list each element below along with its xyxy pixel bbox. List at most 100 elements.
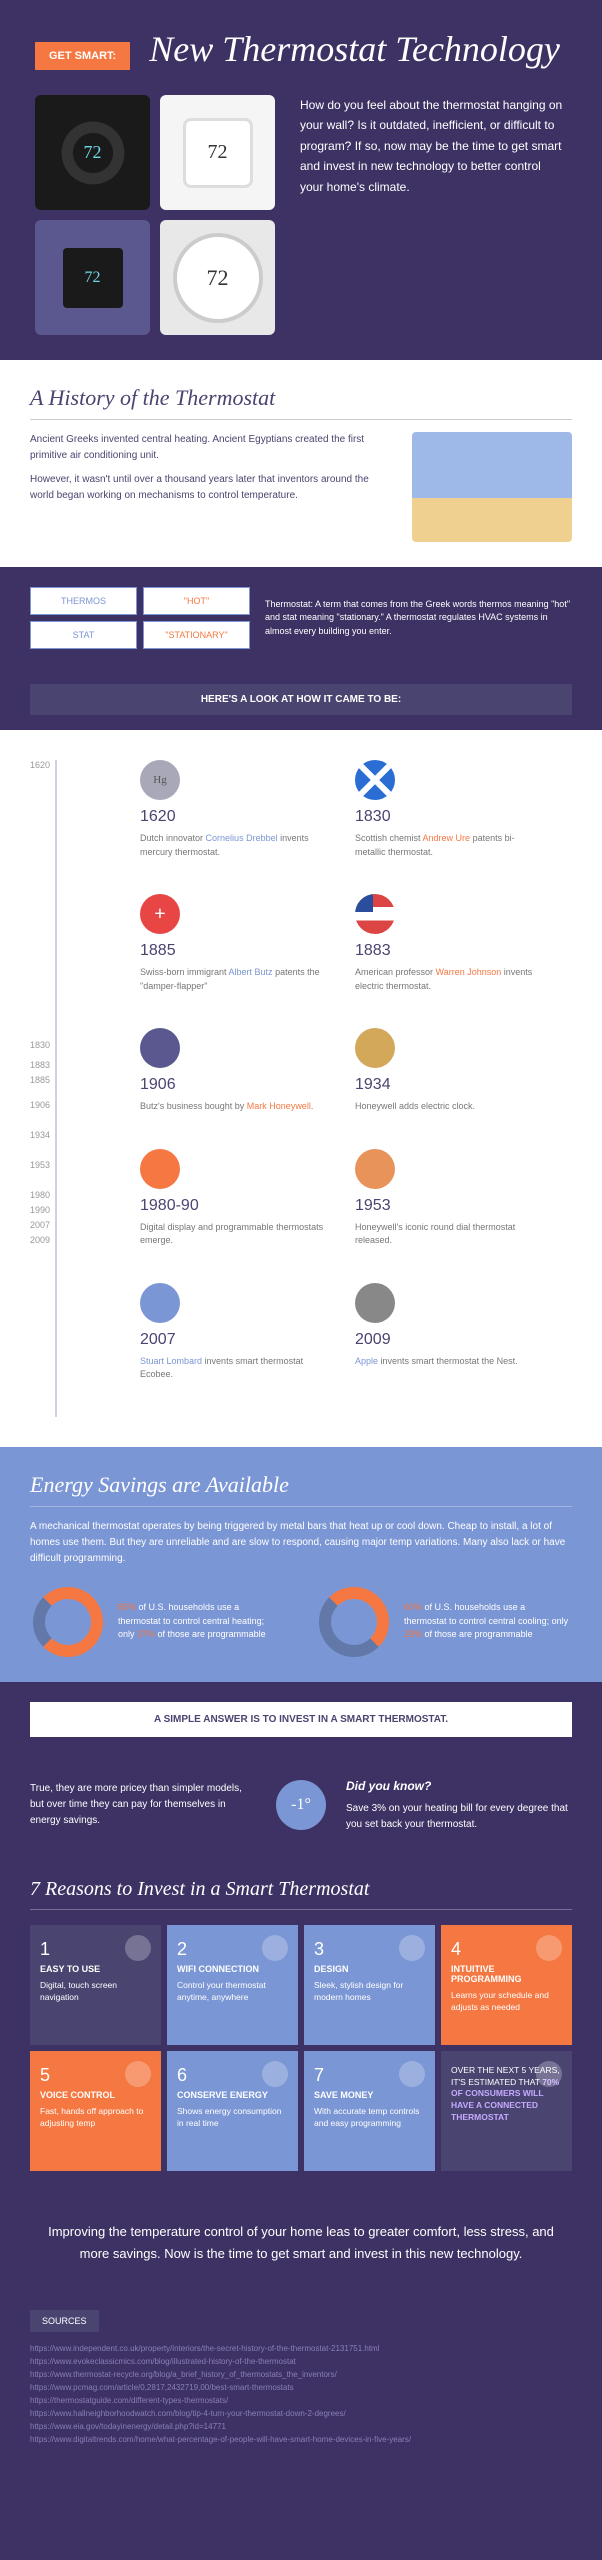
timeline-entry: 1953Honeywell's iconic round dial thermo… <box>355 1149 540 1248</box>
axis-year: 1885 <box>30 1075 50 1085</box>
thermostat-nest: 72 <box>53 113 133 193</box>
reason-icon <box>262 2061 288 2087</box>
history-heading: A History of the Thermostat <box>30 385 572 420</box>
timeline-year: 1906 <box>140 1076 325 1094</box>
axis-year: 1830 <box>30 1040 50 1050</box>
timeline-year: 2009 <box>355 1331 540 1349</box>
timeline-text: Stuart Lombard invents smart thermostat … <box>140 1355 325 1382</box>
timeline-icon <box>140 1283 180 1323</box>
term-stationary: "STATIONARY" <box>143 621 250 649</box>
reason-icon <box>399 2061 425 2087</box>
timeline-text: Dutch innovator Cornelius Drebbel invent… <box>140 832 325 859</box>
intro-text: How do you feel about the thermostat han… <box>300 95 567 335</box>
term-stat: STAT <box>30 621 137 649</box>
dyk-body: Save 3% on your heating bill for every d… <box>346 1803 568 1830</box>
timeline-year: 1620 <box>140 808 325 826</box>
reason-desc: Digital, touch screen navigation <box>40 1980 151 2004</box>
reason-card: 3DESIGNSleek, stylish design for modern … <box>304 1925 435 2045</box>
timeline-entry: 1980-90Digital display and programmable … <box>140 1149 325 1248</box>
timeline: 1620183018831885190619341953198019902007… <box>0 730 602 1447</box>
degree-icon: -1° <box>276 1780 326 1830</box>
reason-card: 6CONSERVE ENERGYShows energy consumption… <box>167 2051 298 2171</box>
reason-card: 5VOICE CONTROLFast, hands off approach t… <box>30 2051 161 2171</box>
sync-icon <box>536 2061 562 2087</box>
timeline-entry: +1885 Swiss-born immigrant Albert Butz pa… <box>140 894 325 993</box>
page-title: New Thermostat Technology <box>149 30 560 70</box>
timeline-header: HERE'S A LOOK AT HOW IT CAME TO BE: <box>30 684 572 715</box>
reason-desc: Fast, hands off approach to adjusting te… <box>40 2106 151 2130</box>
term-hot: "HOT" <box>143 587 250 615</box>
egypt-illustration <box>412 432 572 542</box>
source-link[interactable]: https://www.thermostat-recycle.org/blog/… <box>30 2370 572 2379</box>
reason-desc: Sleek, stylish design for modern homes <box>314 1980 425 2004</box>
timeline-icon: Hg <box>140 760 180 800</box>
reason-card: 1EASY TO USEDigital, touch screen naviga… <box>30 1925 161 2045</box>
timeline-entry: 1883American professor Warren Johnson in… <box>355 894 540 993</box>
axis-year: 1980 <box>30 1190 50 1200</box>
source-link[interactable]: https://www.evokeclassicmics.com/blog/il… <box>30 2357 572 2366</box>
timeline-icon <box>355 894 395 934</box>
reason-icon <box>399 1935 425 1961</box>
timeline-year: 2007 <box>140 1331 325 1349</box>
history-p2: However, it wasn't until over a thousand… <box>30 472 392 504</box>
reasons-heading: 7 Reasons to Invest in a Smart Thermosta… <box>30 1878 572 1910</box>
timeline-text: American professor Warren Johnson invent… <box>355 966 540 993</box>
timeline-year: 1885 <box>140 942 325 960</box>
reason-title: DESIGN <box>314 1964 425 1974</box>
timeline-text: Swiss-born immigrant Albert Butz patents… <box>140 966 325 993</box>
reason-desc: With accurate temp controls and easy pro… <box>314 2106 425 2130</box>
donut-cooling <box>319 1587 389 1657</box>
timeline-text: Apple invents smart thermostat the Nest. <box>355 1355 540 1369</box>
axis-year: 1906 <box>30 1100 50 1110</box>
reason-icon <box>125 2061 151 2087</box>
energy-heading: Energy Savings are Available <box>30 1472 572 1507</box>
axis-year: 1620 <box>30 760 50 770</box>
reason-title: SAVE MONEY <box>314 2090 425 2100</box>
timeline-year: 1830 <box>355 808 540 826</box>
closing-text: Improving the temperature control of you… <box>0 2196 602 2290</box>
axis-year: 1953 <box>30 1160 50 1170</box>
timeline-entry: 1906 Butz's business bought by Mark Honey… <box>140 1028 325 1114</box>
reason-stat: OVER THE NEXT 5 YEARS, IT'S ESTIMATED TH… <box>441 2051 572 2171</box>
source-link[interactable]: https://www.eia.gov/todayinenergy/detail… <box>30 2422 572 2431</box>
reason-title: VOICE CONTROL <box>40 2090 151 2100</box>
source-link[interactable]: https://www.hallneighborhoodwatch.com/bl… <box>30 2409 572 2418</box>
sources-label: SOURCES <box>30 2310 99 2332</box>
history-p1: Ancient Greeks invented central heating.… <box>30 432 392 464</box>
reason-title: EASY TO USE <box>40 1964 151 1974</box>
reason-icon <box>125 1935 151 1961</box>
timeline-text: Honeywell's iconic round dial thermostat… <box>355 1221 540 1248</box>
reason-card: 4INTUITIVE PROGRAMMINGLearns your schedu… <box>441 1925 572 2045</box>
timeline-icon: + <box>140 894 180 934</box>
timeline-entry: Hg 1620 Dutch innovator Cornelius Drebbel … <box>140 760 325 859</box>
source-link[interactable]: https://thermostatguide.com/different-ty… <box>30 2396 572 2405</box>
timeline-entry: 2009 Apple invents smart thermostat the N… <box>355 1283 540 1382</box>
thermostat-square: 72 <box>183 118 253 188</box>
timeline-year: 1934 <box>355 1076 540 1094</box>
reason-card: 7SAVE MONEYWith accurate temp controls a… <box>304 2051 435 2171</box>
timeline-icon <box>140 1028 180 1068</box>
timeline-text: Digital display and programmable thermos… <box>140 1221 325 1248</box>
axis-year: 1990 <box>30 1205 50 1215</box>
donut-heating-text: 85% of U.S. households use a thermostat … <box>118 1601 283 1642</box>
timeline-entry: 2007 Stuart Lombard invents smart thermos… <box>140 1283 325 1382</box>
source-link[interactable]: https://www.independent.co.uk/property/i… <box>30 2344 572 2353</box>
thermostat-round: 72 <box>173 233 263 323</box>
axis-year: 2007 <box>30 1220 50 1230</box>
term-definition: Thermostat: A term that comes from the G… <box>265 598 572 639</box>
energy-text: A mechanical thermostat operates by bein… <box>30 1519 572 1567</box>
timeline-icon <box>355 1149 395 1189</box>
timeline-text: Butz's business bought by Mark Honeywell… <box>140 1100 325 1114</box>
reason-title: CONSERVE ENERGY <box>177 2090 288 2100</box>
dyk-left-text: True, they are more pricey than simpler … <box>30 1781 256 1829</box>
source-link[interactable]: https://www.digitaltrends.com/home/what-… <box>30 2435 572 2444</box>
product-grid: 72 72 72 72 <box>35 95 275 335</box>
simple-answer: A SIMPLE ANSWER IS TO INVEST IN A SMART … <box>30 1702 572 1737</box>
reason-desc: Shows energy consumption in real time <box>177 2106 288 2130</box>
timeline-entry: 1830 Scottish chemist Andrew Ure patents … <box>355 760 540 859</box>
source-link[interactable]: https://www.pcmag.com/article/0,2817,243… <box>30 2383 572 2392</box>
reason-desc: Learns your schedule and adjusts as need… <box>451 1990 562 2014</box>
timeline-text: Scottish chemist Andrew Ure patents bi-m… <box>355 832 540 859</box>
timeline-text: Honeywell adds electric clock. <box>355 1100 540 1114</box>
donut-heating <box>33 1587 103 1657</box>
